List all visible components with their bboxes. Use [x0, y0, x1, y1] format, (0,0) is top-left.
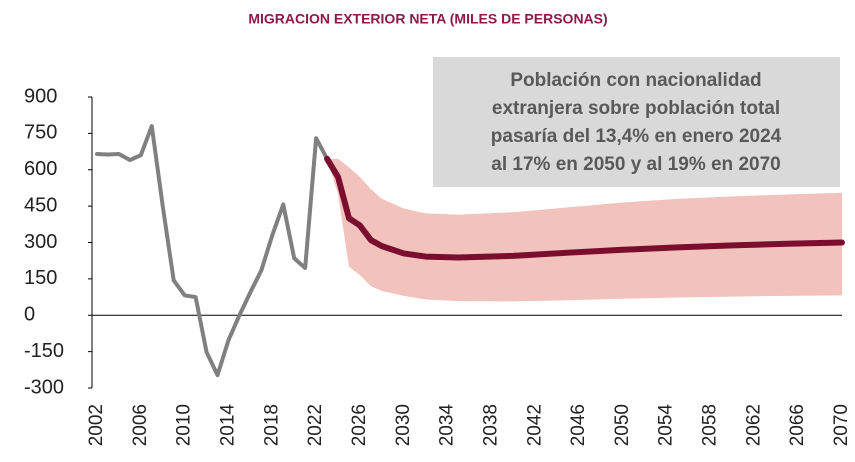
y-tick-label: -300	[24, 376, 64, 398]
x-tick-label: 2038	[480, 404, 501, 446]
x-tick-label: 2046	[568, 404, 589, 446]
x-tick-label: 2026	[349, 404, 370, 446]
x-tick-label: 2066	[787, 404, 808, 446]
y-tick-label: 300	[24, 231, 57, 253]
y-tick-label: 0	[24, 304, 35, 326]
chart-title: MIGRACION EXTERIOR NETA (MILES DE PERSON…	[248, 11, 607, 27]
x-tick-label: 2034	[437, 404, 458, 447]
plot-area	[88, 96, 845, 389]
x-tick-label: 2022	[305, 404, 326, 446]
y-tick-label: 900	[24, 85, 57, 107]
confidence-band	[327, 158, 843, 302]
y-tick-label: 150	[24, 267, 57, 289]
annotation-text: pasaría del 13,4% en enero 2024	[491, 126, 782, 147]
x-tick-label: 2006	[130, 404, 151, 446]
y-tick-label: -150	[24, 340, 64, 362]
x-tick-label: 2014	[217, 404, 238, 447]
x-tick-label: 2002	[86, 404, 107, 446]
annotation-text: extranjera sobre población total	[492, 98, 780, 119]
x-tick-label: 2062	[743, 404, 764, 446]
x-tick-label: 2042	[524, 404, 545, 446]
annotation-text: Población con nacionalidad	[510, 70, 761, 91]
x-tick-label: 2070	[831, 404, 852, 446]
annotation-text: al 17% en 2050 y al 19% en 2070	[491, 154, 780, 175]
x-tick-label: 2050	[612, 404, 633, 446]
y-tick-label: 750	[24, 122, 57, 144]
y-tick-label: 450	[24, 194, 57, 216]
series-line	[324, 155, 845, 261]
annotation-box	[433, 57, 840, 187]
x-tick-label: 2030	[393, 404, 414, 446]
series-line	[95, 124, 330, 378]
y-tick-label: 600	[24, 158, 57, 180]
x-tick-label: 2018	[261, 404, 282, 446]
x-tick-label: 2054	[656, 404, 677, 447]
x-tick-label: 2058	[700, 404, 721, 446]
x-tick-label: 2010	[174, 404, 195, 446]
